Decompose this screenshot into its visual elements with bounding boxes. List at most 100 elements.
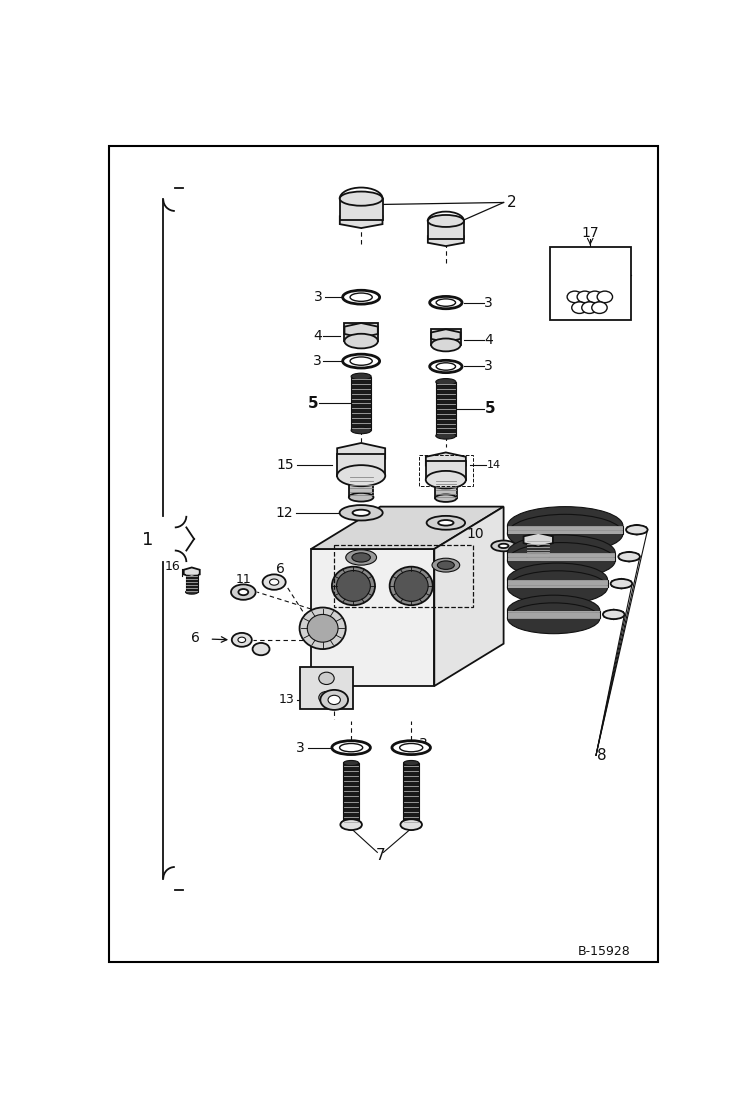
Ellipse shape <box>437 561 455 569</box>
Polygon shape <box>619 552 638 562</box>
Ellipse shape <box>337 465 385 486</box>
Ellipse shape <box>238 589 248 596</box>
Bar <box>431 329 461 344</box>
Bar <box>436 382 456 436</box>
Ellipse shape <box>389 567 433 606</box>
Ellipse shape <box>350 293 372 302</box>
Ellipse shape <box>508 535 615 570</box>
Ellipse shape <box>186 570 198 574</box>
Polygon shape <box>184 567 200 577</box>
Ellipse shape <box>508 543 615 578</box>
Bar <box>508 580 607 588</box>
Text: 2: 2 <box>507 195 517 210</box>
Ellipse shape <box>238 637 246 643</box>
Ellipse shape <box>436 378 456 385</box>
Text: 17: 17 <box>581 226 599 240</box>
Ellipse shape <box>597 291 613 303</box>
Ellipse shape <box>527 536 550 544</box>
Text: B-15928: B-15928 <box>578 946 631 958</box>
Ellipse shape <box>571 302 587 314</box>
Text: o: o <box>588 265 592 271</box>
Text: 4: 4 <box>313 329 321 342</box>
Text: 5: 5 <box>485 402 495 417</box>
Ellipse shape <box>404 822 419 827</box>
Ellipse shape <box>332 740 371 755</box>
Ellipse shape <box>508 507 623 545</box>
Bar <box>300 667 354 709</box>
Bar <box>349 476 374 497</box>
Ellipse shape <box>436 298 455 306</box>
Text: 13: 13 <box>279 693 294 706</box>
Polygon shape <box>342 819 360 830</box>
Ellipse shape <box>353 510 370 516</box>
Ellipse shape <box>567 291 583 303</box>
Ellipse shape <box>491 541 516 552</box>
Text: 11: 11 <box>235 574 251 586</box>
Bar <box>428 220 464 239</box>
Ellipse shape <box>432 558 460 572</box>
Ellipse shape <box>186 590 198 595</box>
Bar <box>508 553 615 561</box>
Ellipse shape <box>436 432 456 439</box>
Bar <box>344 764 359 825</box>
Ellipse shape <box>263 575 285 590</box>
Ellipse shape <box>350 357 372 365</box>
Bar <box>186 572 198 592</box>
Ellipse shape <box>339 505 383 520</box>
Ellipse shape <box>435 495 457 502</box>
Ellipse shape <box>345 333 378 349</box>
Polygon shape <box>345 323 377 338</box>
Ellipse shape <box>436 363 455 370</box>
Ellipse shape <box>577 291 592 303</box>
Ellipse shape <box>507 570 607 604</box>
Text: 3: 3 <box>315 291 323 304</box>
Ellipse shape <box>425 471 466 488</box>
Bar <box>419 455 473 486</box>
Ellipse shape <box>231 585 255 600</box>
Text: 3: 3 <box>313 354 321 369</box>
Text: 3: 3 <box>419 737 428 750</box>
Polygon shape <box>311 548 434 686</box>
Bar <box>508 525 623 533</box>
Text: 3: 3 <box>296 740 305 755</box>
Text: SEAL KIT: SEAL KIT <box>571 256 610 264</box>
Polygon shape <box>431 329 461 342</box>
Ellipse shape <box>231 633 252 647</box>
Text: 8: 8 <box>598 748 607 762</box>
Ellipse shape <box>270 579 279 585</box>
Polygon shape <box>612 579 631 588</box>
Polygon shape <box>428 233 464 246</box>
Text: 3: 3 <box>485 360 493 373</box>
Polygon shape <box>311 507 503 548</box>
Ellipse shape <box>404 760 419 766</box>
Ellipse shape <box>340 192 383 206</box>
Text: 4: 4 <box>485 333 493 348</box>
Ellipse shape <box>332 567 375 606</box>
Bar <box>404 764 419 825</box>
Ellipse shape <box>603 610 625 619</box>
Ellipse shape <box>401 819 422 830</box>
Ellipse shape <box>587 291 602 303</box>
Ellipse shape <box>592 302 607 314</box>
Ellipse shape <box>499 544 509 548</box>
Ellipse shape <box>400 744 422 751</box>
Text: 10: 10 <box>467 528 485 541</box>
Polygon shape <box>524 533 553 546</box>
Ellipse shape <box>582 302 597 314</box>
Ellipse shape <box>349 493 374 501</box>
Ellipse shape <box>430 360 462 373</box>
Ellipse shape <box>346 550 377 565</box>
Text: 12: 12 <box>275 506 293 520</box>
Text: 16: 16 <box>165 561 181 574</box>
Text: 7: 7 <box>375 848 385 863</box>
Ellipse shape <box>430 296 462 308</box>
Ellipse shape <box>352 553 371 562</box>
Ellipse shape <box>328 695 340 704</box>
Ellipse shape <box>300 608 346 649</box>
Ellipse shape <box>343 291 380 304</box>
Polygon shape <box>340 213 383 228</box>
Text: 12: 12 <box>485 516 502 530</box>
Bar <box>334 545 473 607</box>
Bar <box>340 199 383 220</box>
Ellipse shape <box>394 570 428 601</box>
